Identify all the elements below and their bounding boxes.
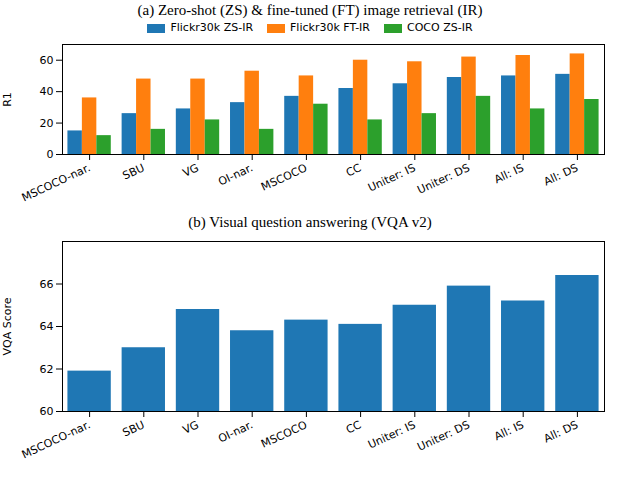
svg-text:MSCOCO-nar.: MSCOCO-nar. [20,161,93,204]
svg-text:VG: VG [181,161,201,180]
svg-text:All: DS: All: DS [542,161,580,188]
svg-text:MSCOCO: MSCOCO [259,161,309,194]
svg-text:R1: R1 [1,92,14,107]
svg-text:62: 62 [40,363,54,376]
svg-text:OI-nar.: OI-nar. [216,161,255,188]
svg-text:64: 64 [40,320,54,333]
svg-text:Uniter: DS: Uniter: DS [415,418,471,454]
svg-text:MSCOCO-nar.: MSCOCO-nar. [20,418,93,461]
svg-text:CC: CC [344,161,364,179]
html-text:(a) Zero-shot (ZS) & fine-tune: (a) Zero-shot (ZS) & fine-tuned (FT) ima… [137,2,483,18]
svg-text:SBU: SBU [121,161,147,182]
svg-text:All: DS: All: DS [542,418,580,445]
svg-text:CC: CC [344,418,364,436]
svg-text:60: 60 [40,405,54,418]
svg-text:Uniter: IS: Uniter: IS [366,161,418,194]
svg-text:SBU: SBU [121,418,147,439]
html-text:Flickr30k FT-IR: Flickr30k FT-IR [290,21,370,34]
svg-text:VQA Score: VQA Score [1,297,14,355]
svg-text:All: IS: All: IS [492,418,526,443]
svg-text:All: IS: All: IS [492,161,526,186]
html-text:(b) Visual question answering: (b) Visual question answering (VQA v2) [188,214,432,230]
svg-text:Uniter: DS: Uniter: DS [415,161,471,197]
svg-text:OI-nar.: OI-nar. [216,418,255,445]
html-text:COCO ZS-IR: COCO ZS-IR [407,21,473,34]
svg-text:0: 0 [47,148,54,161]
html-text:Flickr30k ZS-IR: Flickr30k ZS-IR [170,21,253,34]
svg-text:60: 60 [40,54,54,67]
svg-text:VG: VG [181,418,201,437]
svg-text:20: 20 [40,117,54,130]
svg-text:MSCOCO: MSCOCO [259,418,309,451]
svg-text:Uniter: IS: Uniter: IS [366,418,418,451]
svg-text:66: 66 [40,278,54,291]
svg-text:40: 40 [40,85,54,98]
